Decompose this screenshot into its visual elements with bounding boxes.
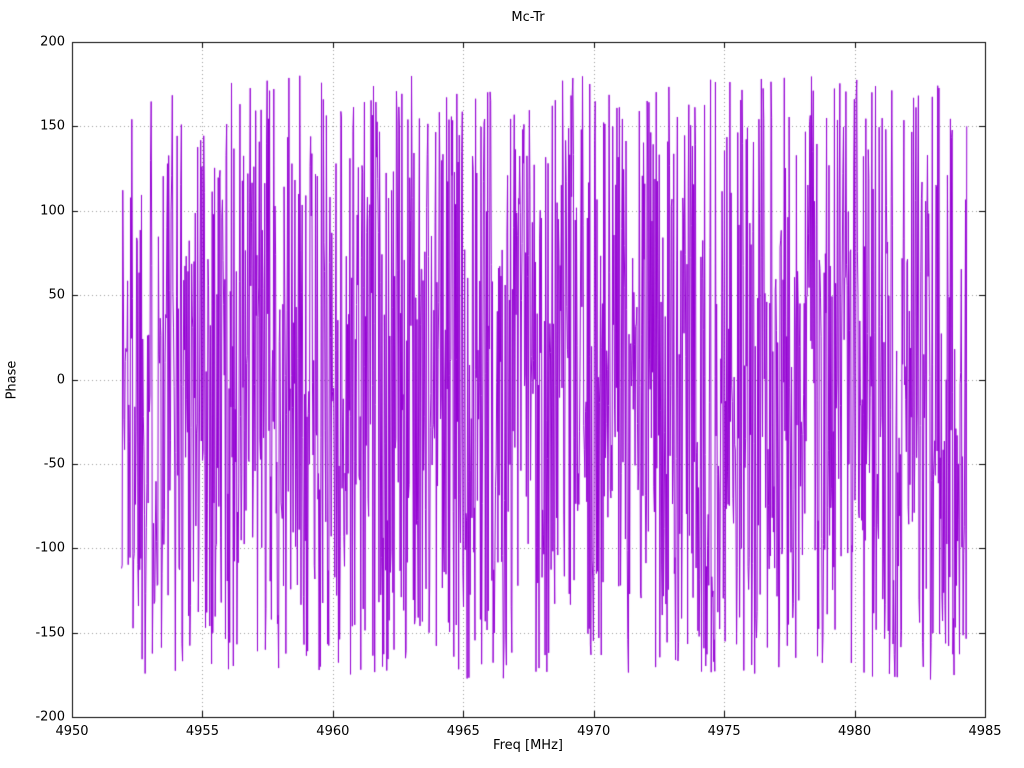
chart-title: Mc-Tr [511,10,545,25]
y-tick-label: 150 [40,118,65,134]
x-tick-label: 4950 [55,724,89,739]
y-tick-label: 100 [40,203,65,219]
x-tick-label: 4960 [316,724,350,739]
x-tick-label: 4970 [577,724,611,739]
y-tick-label: -100 [35,540,65,556]
x-tick-label: 4985 [968,724,1002,739]
x-tick-label: 4955 [185,724,219,739]
y-tick-label: -50 [43,456,65,472]
y-tick-label: 50 [48,287,65,303]
y-tick-label: -200 [35,709,65,725]
x-axis-label: Freq [MHz] [493,738,563,753]
x-tick-label: 4965 [446,724,480,739]
y-tick-label: 200 [40,34,65,50]
y-tick-label: -150 [35,625,65,641]
x-tick-label: 4980 [838,724,872,739]
y-axis-label: Phase [4,360,20,400]
x-tick-label: 4975 [707,724,741,739]
y-tick-label: 0 [56,372,65,387]
